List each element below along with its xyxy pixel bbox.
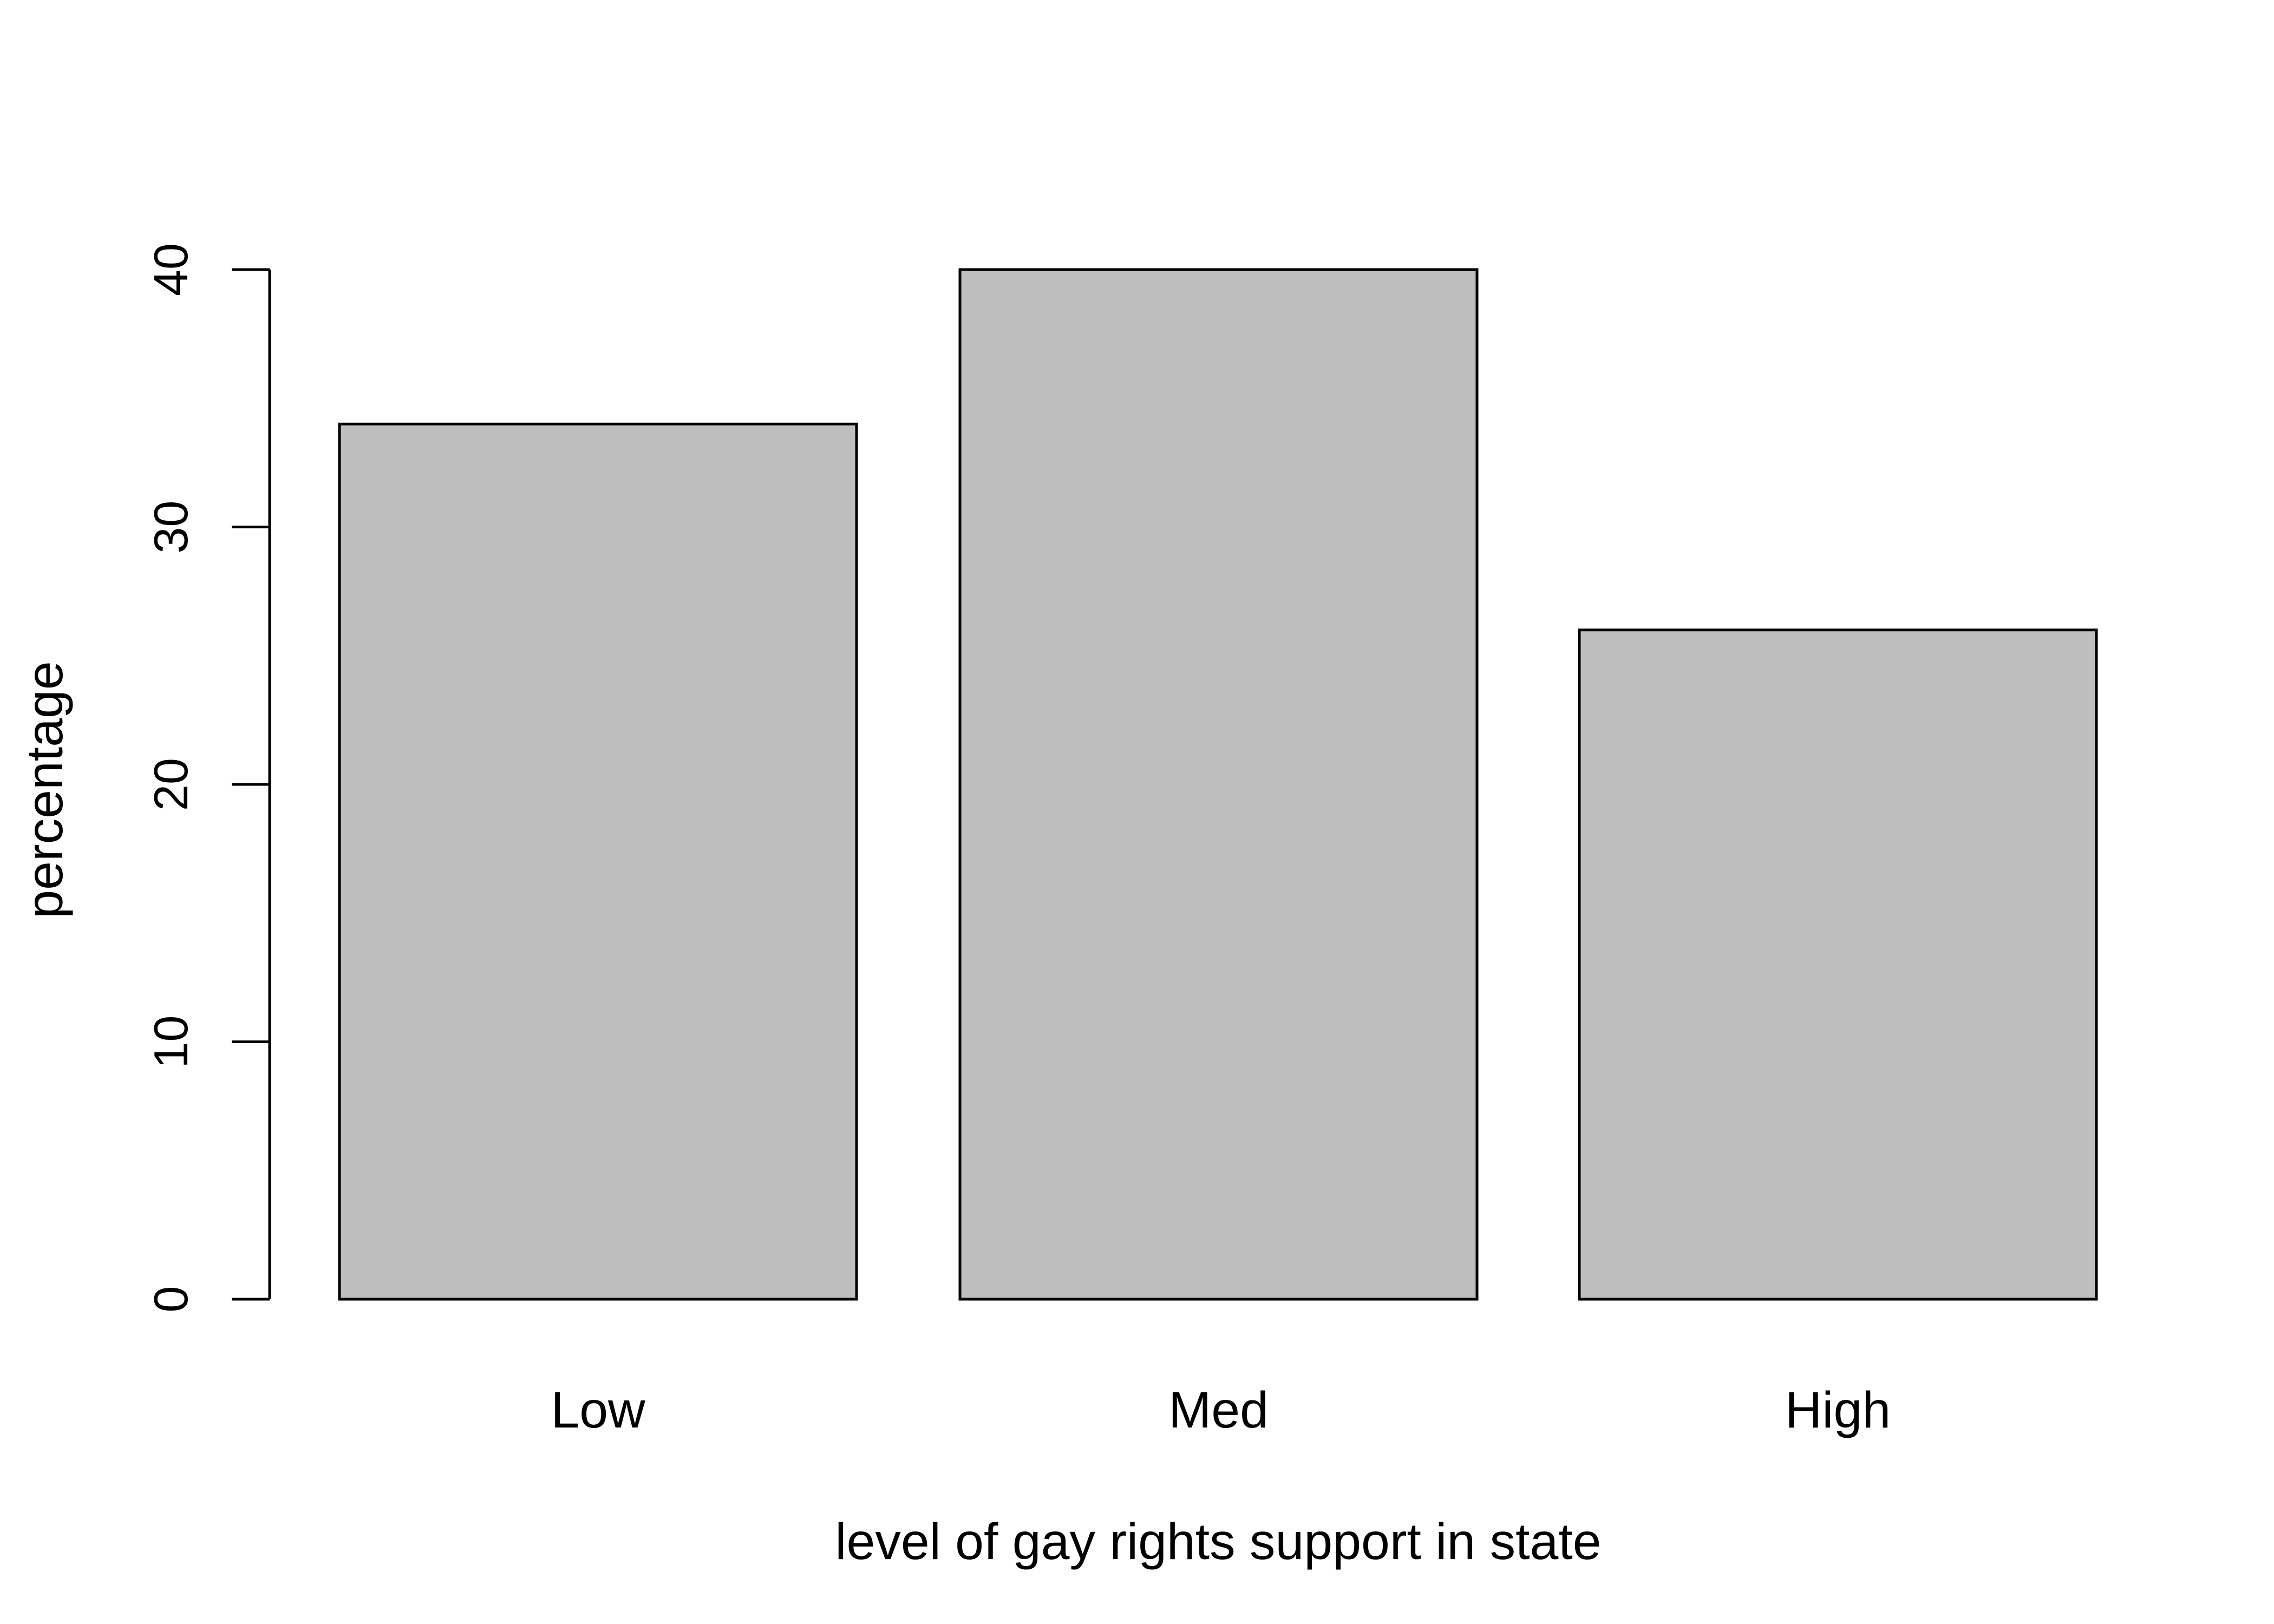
x-axis-title: level of gay rights support in state xyxy=(835,1513,1601,1570)
y-axis: 0 10 20 30 40 xyxy=(144,243,271,1312)
x-category-labels: Low Med High xyxy=(551,1381,1891,1439)
y-tick-label: 0 xyxy=(144,1286,198,1313)
bar-med xyxy=(958,268,1479,1301)
x-category-label: Med xyxy=(1168,1381,1269,1439)
y-tick-label: 30 xyxy=(144,501,198,554)
x-category-label: High xyxy=(1785,1381,1891,1439)
bars-group xyxy=(338,268,2098,1301)
bar-low xyxy=(338,422,858,1301)
y-tick-label: 10 xyxy=(144,1016,198,1069)
bar-high xyxy=(1578,628,2098,1301)
x-category-label: Low xyxy=(551,1381,645,1439)
y-ticks: 0 10 20 30 40 xyxy=(144,243,270,1312)
y-tick-label: 20 xyxy=(144,758,198,811)
y-tick-label: 40 xyxy=(144,243,198,296)
y-axis-title: percentage xyxy=(16,661,74,918)
